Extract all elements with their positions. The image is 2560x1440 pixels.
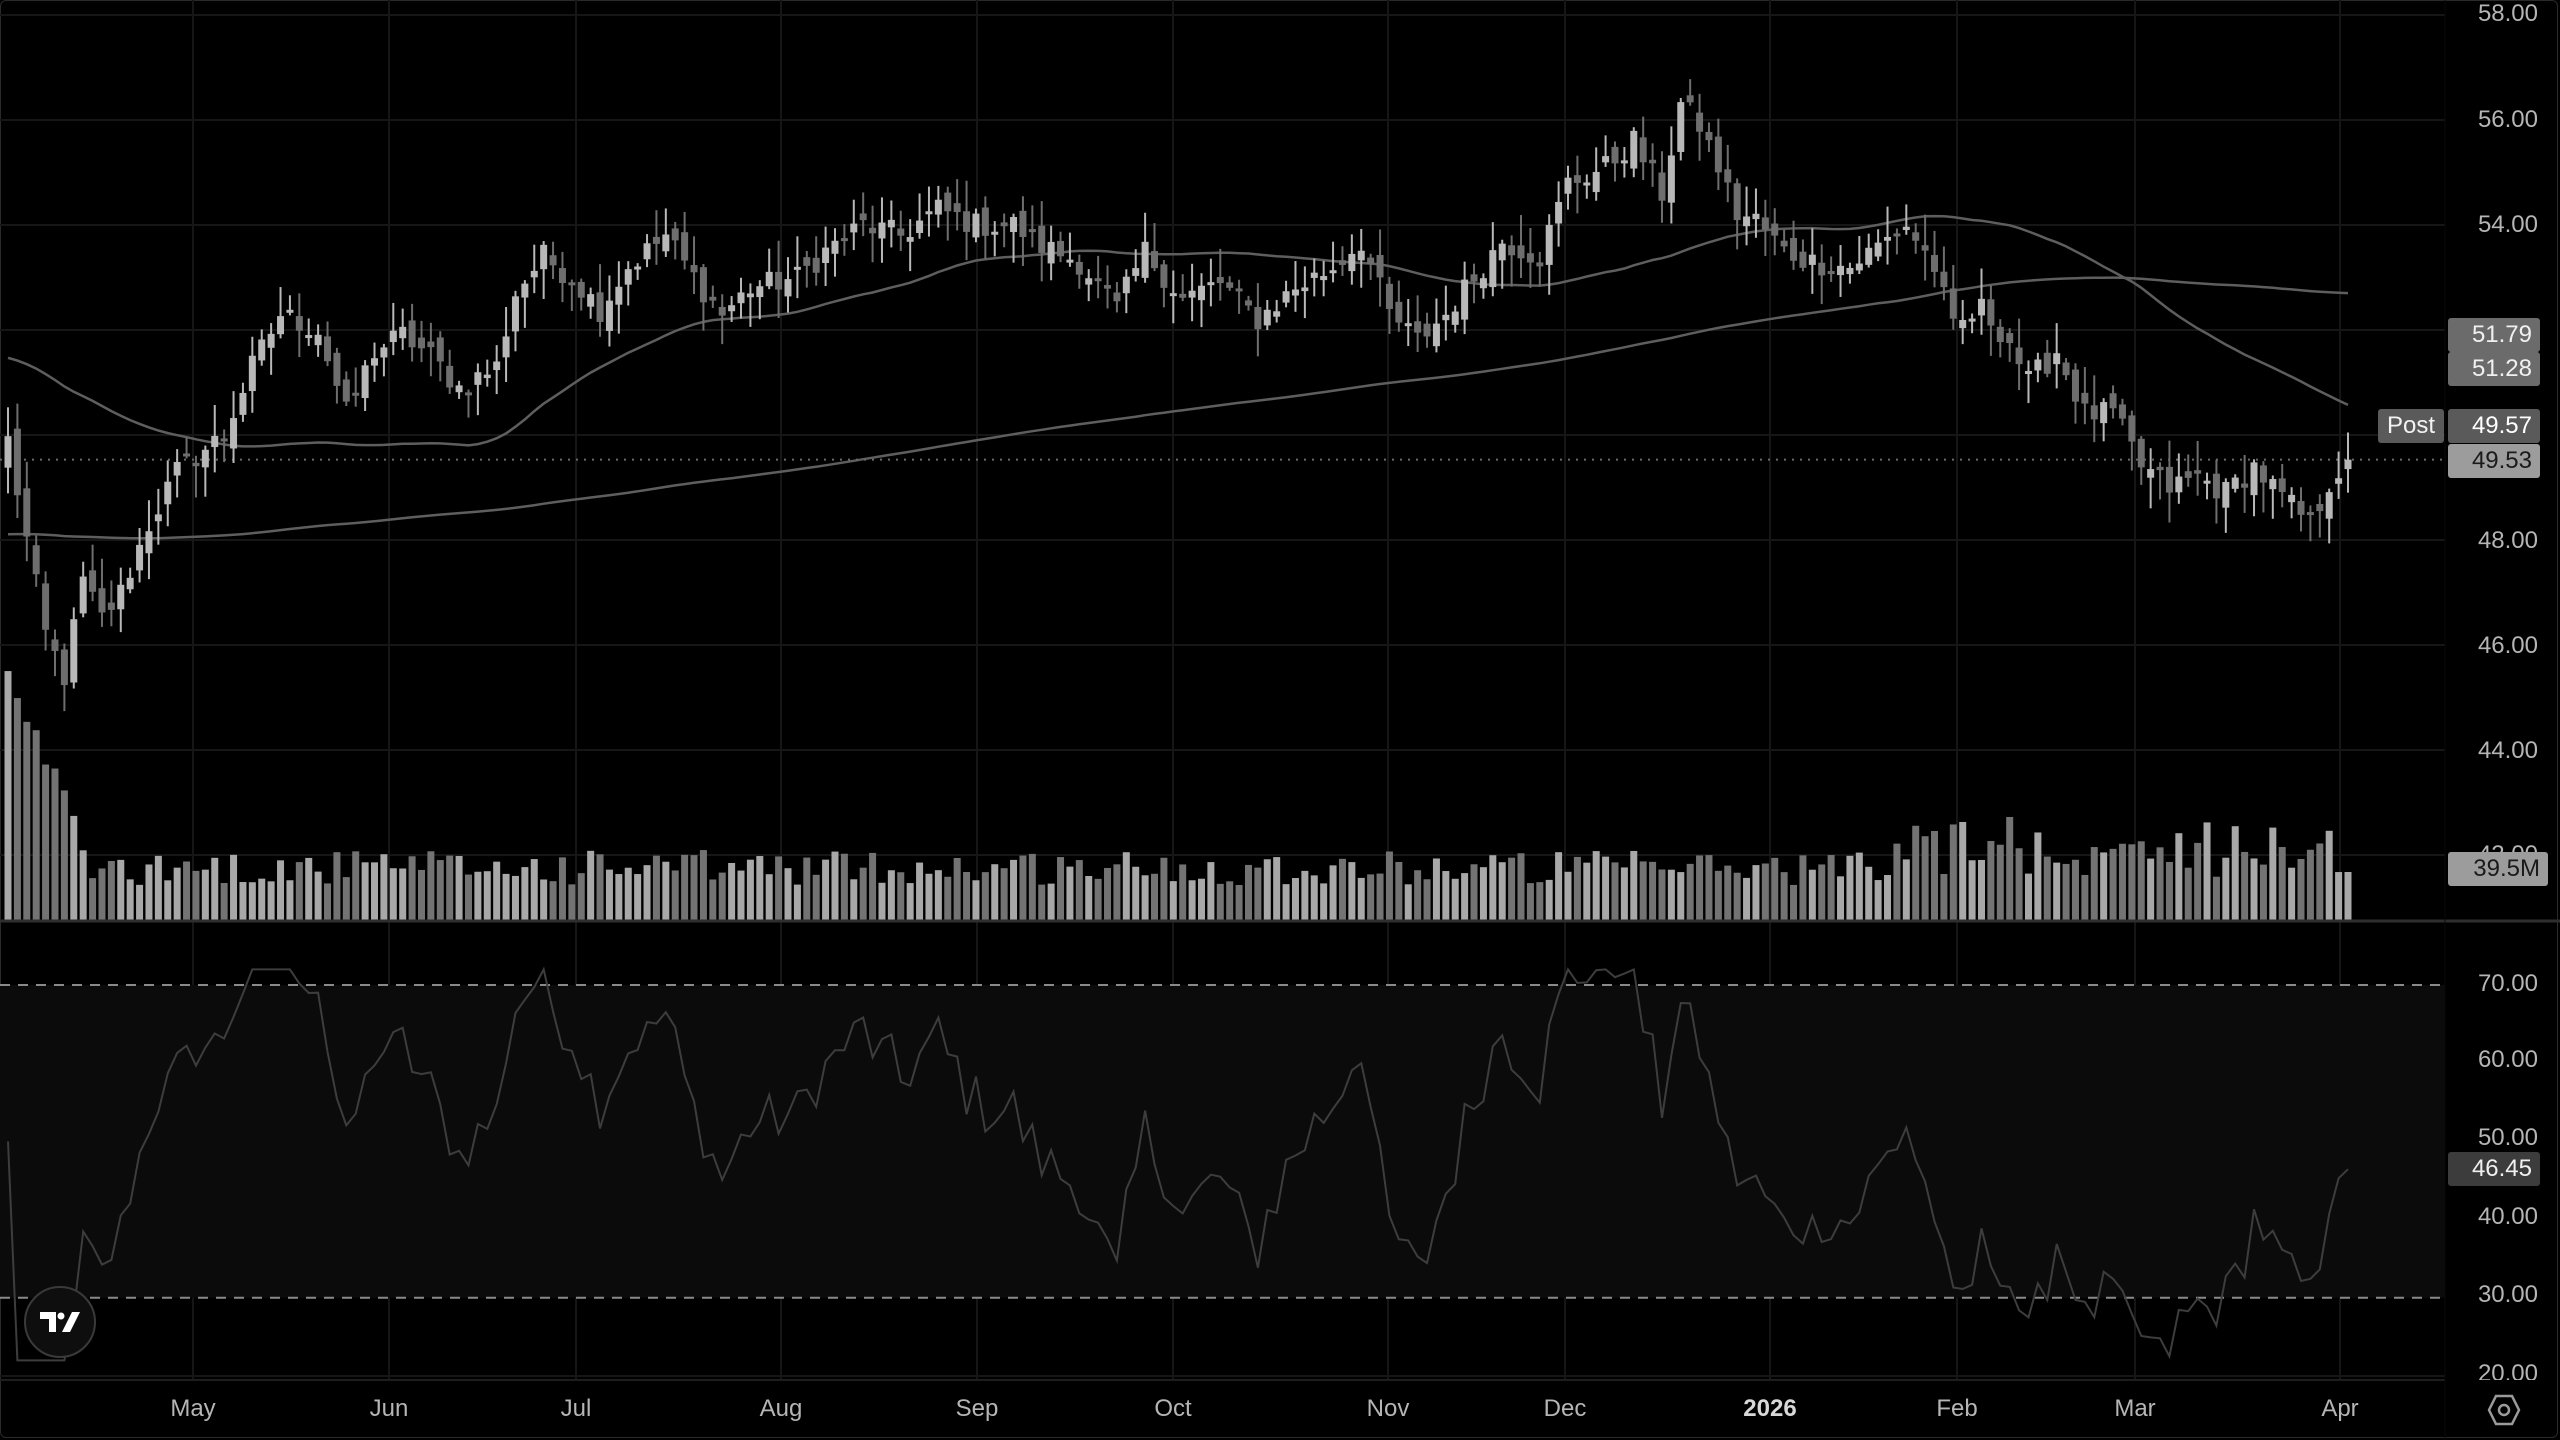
time-axis-label: Nov [1366,1395,1410,1422]
rsi-axis-label: 70.00 [2477,970,2538,997]
volume-value-tag: 39.5M [2448,852,2548,886]
price-axis-label: 48.00 [2477,527,2538,554]
price-axis-label: 54.00 [2477,211,2538,238]
price-axis-label: 58.00 [2477,0,2538,27]
time-axis-label: Mar [2114,1395,2156,1422]
post-market-label: Post [2378,409,2444,443]
time-axis-label: Dec [1543,1395,1587,1422]
rsi-band-background [0,984,2445,1299]
time-axis-label: May [170,1395,216,1422]
post-market-price-tag: 49.57 [2448,409,2540,443]
tradingview-logo-icon [40,1312,80,1332]
rsi-axis-label: 30.00 [2477,1281,2538,1308]
sma-fast-value-tag: 51.28 [2448,352,2540,386]
rsi-axis-label: 50.00 [2477,1124,2538,1151]
gear-hexagon-icon [2487,1394,2521,1426]
price-axis-label: 44.00 [2477,737,2538,764]
volume-bars [4,671,2352,920]
last-price-tag: 49.53 [2448,444,2540,478]
rsi-line [7,966,2349,1362]
price-axis-label: 56.00 [2477,106,2538,133]
rsi-axis-label: 20.00 [2477,1360,2538,1380]
price-axis-label-partial: 42.00 [2477,841,2538,855]
rsi-axis-label: 60.00 [2477,1046,2538,1073]
time-axis-label: Aug [759,1395,803,1422]
tradingview-logo[interactable] [24,1286,96,1358]
price-candles [4,79,2352,712]
time-axis-label: Jul [560,1395,592,1422]
rsi-value-tag: 46.45 [2448,1152,2540,1186]
chart-settings-icon[interactable] [2486,1392,2522,1428]
price-axis-label: 46.00 [2477,632,2538,659]
time-axis-label: Sep [955,1395,999,1422]
time-axis-label: Jun [369,1395,409,1422]
time-axis-label: Feb [1936,1395,1978,1422]
time-axis-label: Oct [1154,1395,1192,1422]
rsi-axis-label: 40.00 [2477,1203,2538,1230]
time-axis-label: 2026 [1743,1395,1797,1422]
time-axis-label: Apr [2321,1395,2359,1422]
sma-slow-value-tag: 51.79 [2448,318,2540,352]
moving-average-lines [0,214,2445,540]
